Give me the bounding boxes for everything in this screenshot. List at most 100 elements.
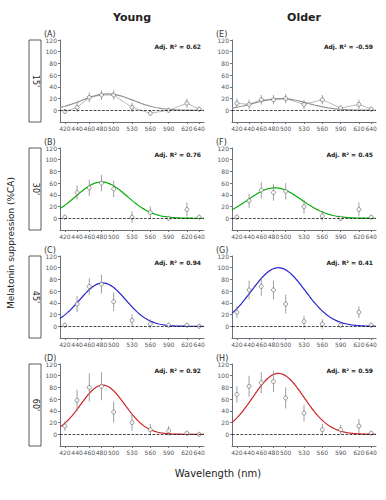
svg-text:80: 80 (221, 168, 229, 175)
svg-text:530: 530 (298, 125, 310, 132)
svg-text:620: 620 (353, 449, 365, 456)
svg-text:40: 40 (221, 299, 229, 306)
svg-text:530: 530 (298, 341, 310, 348)
svg-text:120: 120 (218, 361, 230, 368)
svg-text:0: 0 (225, 215, 229, 222)
svg-text:620: 620 (353, 341, 365, 348)
svg-text:15': 15' (31, 75, 40, 87)
svg-text:480: 480 (268, 125, 280, 132)
svg-text:560: 560 (145, 125, 157, 132)
svg-text:Wavelength (nm): Wavelength (nm) (175, 468, 261, 479)
svg-text:460: 460 (256, 125, 268, 132)
svg-text:80: 80 (221, 384, 229, 391)
svg-text:420: 420 (231, 233, 243, 240)
svg-text:640: 640 (193, 449, 205, 456)
svg-text:420: 420 (231, 125, 243, 132)
svg-text:420: 420 (231, 449, 243, 456)
svg-text:440: 440 (243, 233, 255, 240)
svg-text:80: 80 (221, 60, 229, 67)
svg-text:460: 460 (256, 341, 268, 348)
svg-text:100: 100 (46, 48, 58, 55)
svg-text:30': 30' (31, 183, 40, 195)
svg-text:0: 0 (53, 107, 57, 114)
svg-text:480: 480 (96, 233, 108, 240)
svg-text:620: 620 (353, 125, 365, 132)
svg-text:120: 120 (218, 253, 230, 260)
svg-text:440: 440 (71, 233, 83, 240)
svg-text:20: 20 (49, 419, 57, 426)
svg-text:0: 0 (225, 323, 229, 330)
svg-text:40: 40 (221, 191, 229, 198)
svg-text:480: 480 (268, 233, 280, 240)
svg-text:640: 640 (193, 125, 205, 132)
svg-text:60: 60 (49, 72, 57, 79)
svg-text:Adj. R² = 0.76: Adj. R² = 0.76 (154, 151, 201, 159)
svg-text:500: 500 (108, 341, 120, 348)
svg-text:590: 590 (163, 125, 175, 132)
svg-text:460: 460 (256, 449, 268, 456)
svg-text:100: 100 (46, 264, 58, 271)
svg-text:Adj. R² = 0.41: Adj. R² = 0.41 (326, 259, 373, 267)
svg-text:590: 590 (335, 449, 347, 456)
svg-text:420: 420 (59, 341, 71, 348)
svg-text:590: 590 (335, 341, 347, 348)
svg-text:640: 640 (365, 125, 377, 132)
svg-text:440: 440 (71, 449, 83, 456)
svg-text:640: 640 (193, 341, 205, 348)
svg-text:560: 560 (317, 341, 329, 348)
svg-text:480: 480 (96, 125, 108, 132)
svg-text:590: 590 (163, 341, 175, 348)
svg-text:440: 440 (243, 125, 255, 132)
svg-text:500: 500 (280, 233, 292, 240)
svg-text:120: 120 (46, 253, 58, 260)
svg-text:530: 530 (126, 341, 138, 348)
svg-text:440: 440 (243, 449, 255, 456)
svg-text:440: 440 (71, 341, 83, 348)
svg-text:530: 530 (298, 449, 310, 456)
svg-text:60: 60 (49, 288, 57, 295)
svg-text:120: 120 (218, 37, 230, 44)
svg-text:590: 590 (163, 233, 175, 240)
svg-text:40: 40 (49, 407, 57, 414)
svg-text:Young: Young (112, 11, 151, 24)
svg-text:100: 100 (46, 372, 58, 379)
svg-text:80: 80 (49, 384, 57, 391)
svg-text:100: 100 (218, 264, 230, 271)
svg-text:60: 60 (221, 72, 229, 79)
svg-text:460: 460 (256, 233, 268, 240)
svg-text:20: 20 (49, 95, 57, 102)
svg-text:500: 500 (280, 125, 292, 132)
svg-text:480: 480 (96, 449, 108, 456)
svg-text:530: 530 (298, 233, 310, 240)
svg-text:480: 480 (268, 341, 280, 348)
svg-text:460: 460 (84, 233, 96, 240)
svg-text:40: 40 (49, 83, 57, 90)
svg-text:Adj. R² = 0.94: Adj. R² = 0.94 (154, 259, 201, 267)
svg-text:500: 500 (108, 449, 120, 456)
svg-text:530: 530 (126, 125, 138, 132)
svg-text:0: 0 (225, 107, 229, 114)
svg-text:Adj. R² = -0.59: Adj. R² = -0.59 (324, 43, 373, 51)
svg-text:560: 560 (145, 449, 157, 456)
svg-text:620: 620 (353, 233, 365, 240)
svg-text:120: 120 (46, 361, 58, 368)
svg-text:120: 120 (218, 145, 230, 152)
svg-text:20: 20 (221, 95, 229, 102)
svg-text:480: 480 (96, 341, 108, 348)
svg-text:640: 640 (365, 449, 377, 456)
svg-text:640: 640 (365, 341, 377, 348)
svg-text:60: 60 (49, 180, 57, 187)
svg-text:80: 80 (49, 168, 57, 175)
svg-text:60: 60 (221, 180, 229, 187)
svg-text:500: 500 (108, 125, 120, 132)
svg-text:620: 620 (181, 233, 193, 240)
svg-text:120: 120 (46, 145, 58, 152)
svg-text:100: 100 (46, 156, 58, 163)
svg-text:80: 80 (221, 276, 229, 283)
svg-text:45': 45' (31, 291, 40, 303)
svg-text:40: 40 (221, 83, 229, 90)
svg-text:20: 20 (221, 419, 229, 426)
svg-text:100: 100 (218, 372, 230, 379)
svg-text:Older: Older (287, 11, 321, 24)
svg-text:460: 460 (84, 449, 96, 456)
